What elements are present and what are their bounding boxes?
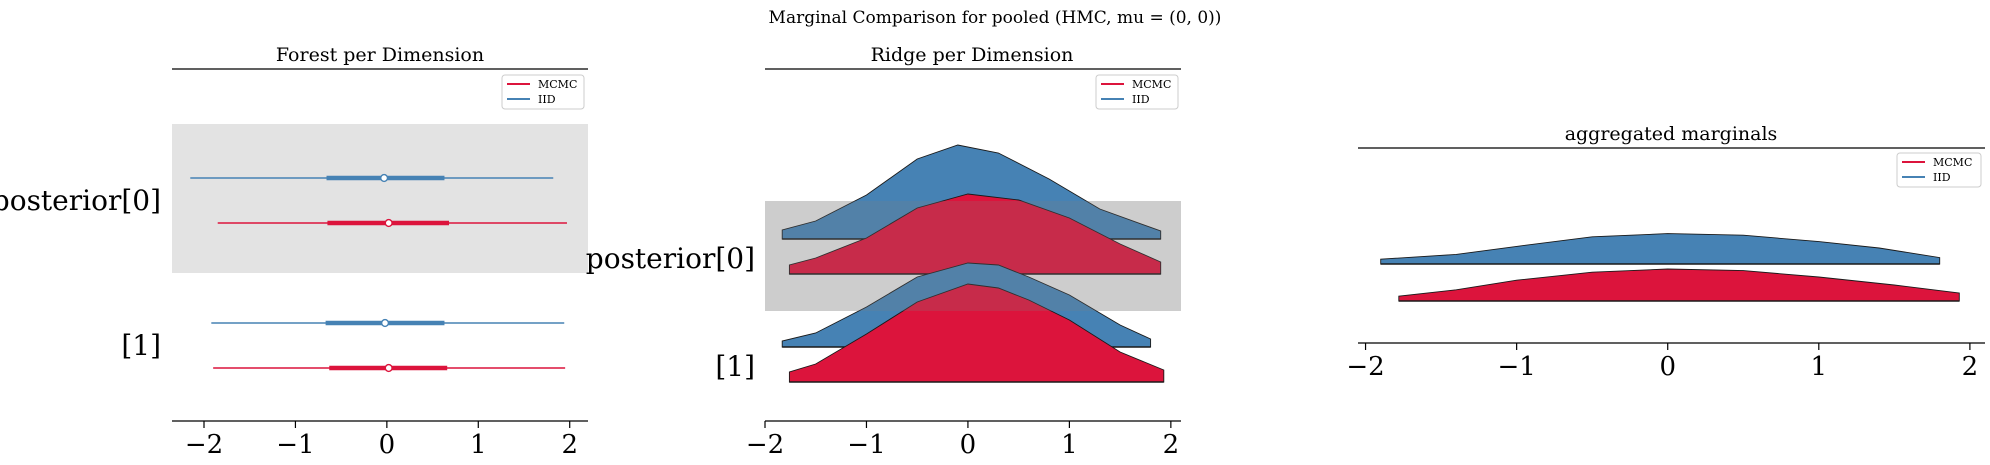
aggregated-tick-label: 0	[1659, 352, 1676, 382]
forest-mcmc-0-median	[384, 218, 393, 228]
ridge-highlight-overlay	[765, 201, 1181, 311]
figure-suptitle: Marginal Comparison for pooled (HMC, mu …	[769, 8, 1222, 28]
aggregated-marks	[1380, 233, 1960, 302]
aggregated-legend-mcmc-label: MCMC	[1933, 156, 1972, 169]
ridge-legend: MCMC IID	[1095, 74, 1179, 110]
forest-iid-1-median	[380, 318, 390, 328]
ridge-tick-label: 0	[960, 430, 977, 460]
ridge-tick-label: −1	[847, 430, 885, 460]
forest-legend-iid-label: IID	[538, 93, 556, 106]
ridge-mcmc-density-3	[788, 283, 1165, 383]
forest-legend-mcmc-label: MCMC	[538, 78, 577, 91]
ridge-legend-iid-label: IID	[1132, 93, 1150, 106]
aggregated-iid-density	[1380, 233, 1941, 265]
forest-x-ticks: −2 −1 0 1 2	[185, 421, 578, 460]
ridge-title: Ridge per Dimension	[871, 44, 1074, 66]
ridge-tick-label: 1	[1061, 430, 1078, 460]
ridge-row-label-0: posterior[0]	[586, 242, 755, 275]
ridge-mcmc-density-1	[788, 193, 1162, 275]
forest-highlight-band	[172, 124, 588, 273]
forest-title: Forest per Dimension	[276, 44, 484, 66]
ridge-panel: Ridge per Dimension posterior[0] [1] −2−…	[586, 44, 1181, 460]
aggregated-tick-label: 2	[1962, 352, 1979, 382]
forest-tick-label: 1	[470, 430, 487, 460]
forest-tick-label: 0	[379, 430, 396, 460]
forest-row-label-1: [1]	[121, 329, 161, 362]
forest-tick-label: 2	[561, 430, 578, 460]
ridge-tick-label: 2	[1163, 430, 1180, 460]
aggregated-legend: MCMC IID	[1896, 152, 1982, 188]
aggregated-legend-iid-label: IID	[1933, 171, 1951, 184]
ridge-tick-label: −2	[746, 430, 784, 460]
ridge-legend-mcmc-label: MCMC	[1132, 78, 1171, 91]
ridge-iid-density-0	[781, 144, 1162, 240]
forest-legend: MCMC IID	[501, 74, 585, 110]
aggregated-tick-label: 1	[1811, 352, 1828, 382]
forest-mcmc-1-median	[384, 363, 393, 373]
forest-iid-0-median	[380, 173, 389, 183]
forest-tick-label: −2	[185, 430, 223, 460]
forest-panel: Forest per Dimension posterior[0] [1] −2…	[0, 44, 588, 460]
aggregated-panel: aggregated marginals −2 −1 0 1 2 MCMC IID	[1346, 123, 1985, 382]
aggregated-tick-label: −2	[1346, 352, 1384, 382]
aggregated-x-ticks: −2 −1 0 1 2	[1346, 343, 1978, 382]
forest-marks	[190, 173, 567, 373]
aggregated-title: aggregated marginals	[1565, 123, 1778, 145]
forest-row-label-0: posterior[0]	[0, 184, 161, 217]
ridge-row-label-1: [1]	[715, 350, 755, 383]
forest-tick-label: −1	[276, 430, 314, 460]
aggregated-tick-label: −1	[1497, 352, 1535, 382]
ridge-x-ticks: −2 −1 0 1 2	[746, 421, 1179, 460]
aggregated-mcmc-density	[1398, 268, 1960, 302]
ridge-marks	[765, 144, 1181, 383]
